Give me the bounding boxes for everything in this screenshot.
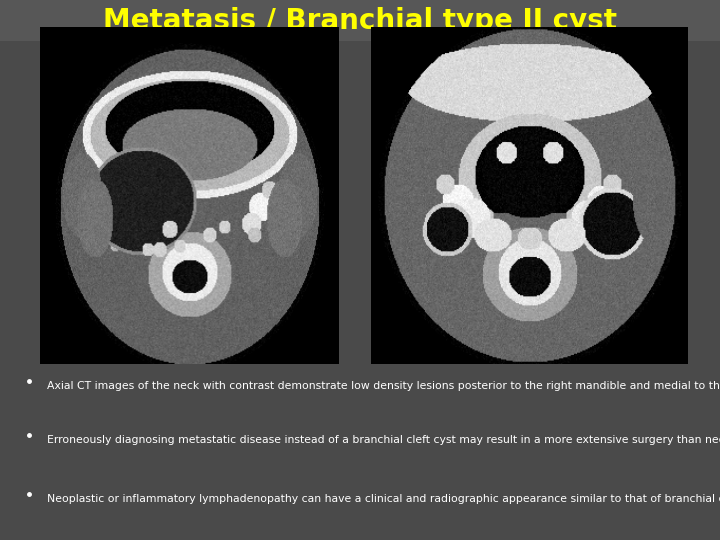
- Text: Metatasis / Branchial type II cyst: Metatasis / Branchial type II cyst: [103, 6, 617, 35]
- Text: Neoplastic or inflammatory lymphadenopathy can have a clinical and radiographic : Neoplastic or inflammatory lymphadenopat…: [47, 494, 720, 504]
- Text: Axial CT images of the neck with contrast demonstrate low density lesions poster: Axial CT images of the neck with contras…: [47, 381, 720, 391]
- Bar: [0, 0, 720, 40]
- Text: Erroneously diagnosing metastatic disease instead of a branchial cleft cyst may : Erroneously diagnosing metastatic diseas…: [47, 435, 720, 445]
